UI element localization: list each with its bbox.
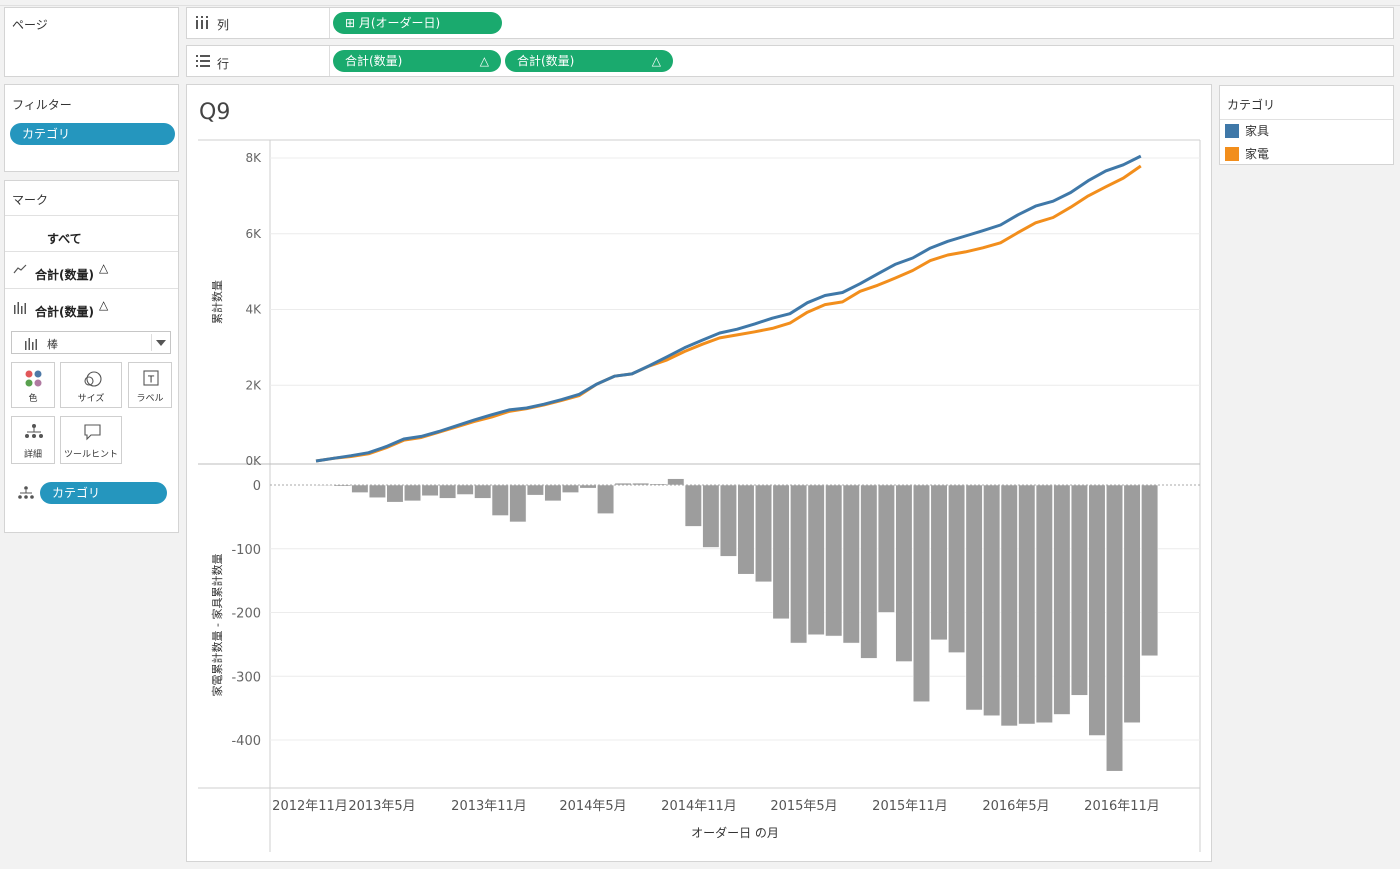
tooltip-icon — [84, 424, 101, 441]
marks-panel[interactable]: マーク — [4, 180, 179, 533]
marks-all-label: すべて — [47, 232, 82, 246]
columns-icon — [196, 16, 208, 29]
label-card[interactable]: T ラベル — [128, 362, 172, 408]
legend-swatch-furniture — [1225, 124, 1239, 138]
bar-chart-icon — [25, 338, 37, 350]
size-card-label: サイズ — [77, 394, 105, 404]
text-label-icon: T — [143, 370, 159, 386]
columns-label: 列 — [217, 18, 230, 32]
rows-pill-1-label: 合計(数量) — [345, 54, 403, 68]
rows-pill-1[interactable]: 合計(数量) △ — [333, 50, 501, 72]
marks-line-label: 合計(数量) — [35, 268, 94, 282]
detail-icon — [25, 424, 43, 438]
detail-pill-category[interactable]: カテゴリ — [40, 482, 167, 504]
size-card[interactable]: サイズ — [60, 362, 122, 408]
bar-chart-icon — [14, 302, 26, 314]
marks-bar-delta: △ — [99, 298, 109, 312]
tooltip-card-label: ツールヒント — [63, 450, 118, 460]
marks-bar-row[interactable]: 合計(数量) △ — [5, 288, 178, 325]
delta-icon: △ — [479, 54, 489, 68]
rows-pill-2[interactable]: 合計(数量) △ — [505, 50, 673, 72]
filters-title: フィルター — [12, 98, 72, 112]
legend-swatch-appliances — [1225, 147, 1239, 161]
delta-icon: △ — [651, 54, 661, 68]
color-card-label: 色 — [28, 394, 38, 404]
line-chart-icon — [13, 264, 27, 274]
legend-item-appliances[interactable]: 家電 — [1225, 145, 1269, 162]
legend-label-furniture: 家具 — [1245, 124, 1270, 138]
top-tab-strip — [0, 0, 1400, 6]
shelf-divider — [329, 8, 330, 38]
svg-text:T: T — [147, 375, 155, 386]
legend-title: カテゴリ — [1227, 98, 1276, 112]
legend-divider — [1220, 119, 1393, 120]
detail-card-label: 詳細 — [23, 450, 42, 460]
marks-all-row[interactable]: すべて — [5, 215, 178, 252]
rows-icon — [196, 55, 210, 67]
tooltip-card[interactable]: ツールヒント — [60, 416, 122, 464]
size-icon — [84, 371, 102, 387]
columns-pill-order-month[interactable]: ⊞ 月(オーダー日) — [333, 12, 502, 34]
marks-title: マーク — [12, 193, 49, 207]
shelf-divider — [329, 46, 330, 76]
legend-item-furniture[interactable]: 家具 — [1225, 122, 1269, 139]
label-card-label: ラベル — [136, 394, 164, 404]
legend-label-appliances: 家電 — [1245, 147, 1270, 161]
marks-line-delta: △ — [99, 261, 109, 275]
mark-type-select[interactable]: 棒 — [11, 331, 171, 354]
pages-panel[interactable]: ページ — [4, 7, 179, 77]
pages-title: ページ — [12, 18, 48, 32]
chevron-down-icon[interactable] — [156, 340, 166, 346]
marks-line-row[interactable]: 合計(数量) △ — [5, 251, 178, 288]
worksheet-title: Q9 — [199, 100, 231, 125]
legend-panel[interactable]: カテゴリ — [1219, 85, 1394, 165]
detail-card[interactable]: 詳細 — [11, 416, 55, 464]
color-card[interactable]: 色 — [11, 362, 55, 408]
worksheet-view[interactable] — [186, 84, 1212, 862]
rows-label: 行 — [217, 57, 230, 71]
rows-pill-2-label: 合計(数量) — [517, 54, 575, 68]
filter-pill-category[interactable]: カテゴリ — [10, 123, 175, 145]
color-icon — [25, 370, 42, 387]
dropdown-divider — [151, 334, 152, 351]
mark-type-value: 棒 — [47, 338, 58, 351]
detail-field-icon — [18, 486, 34, 499]
marks-bar-label: 合計(数量) — [35, 305, 94, 319]
filters-panel[interactable]: フィルター カテゴリ — [4, 84, 179, 172]
